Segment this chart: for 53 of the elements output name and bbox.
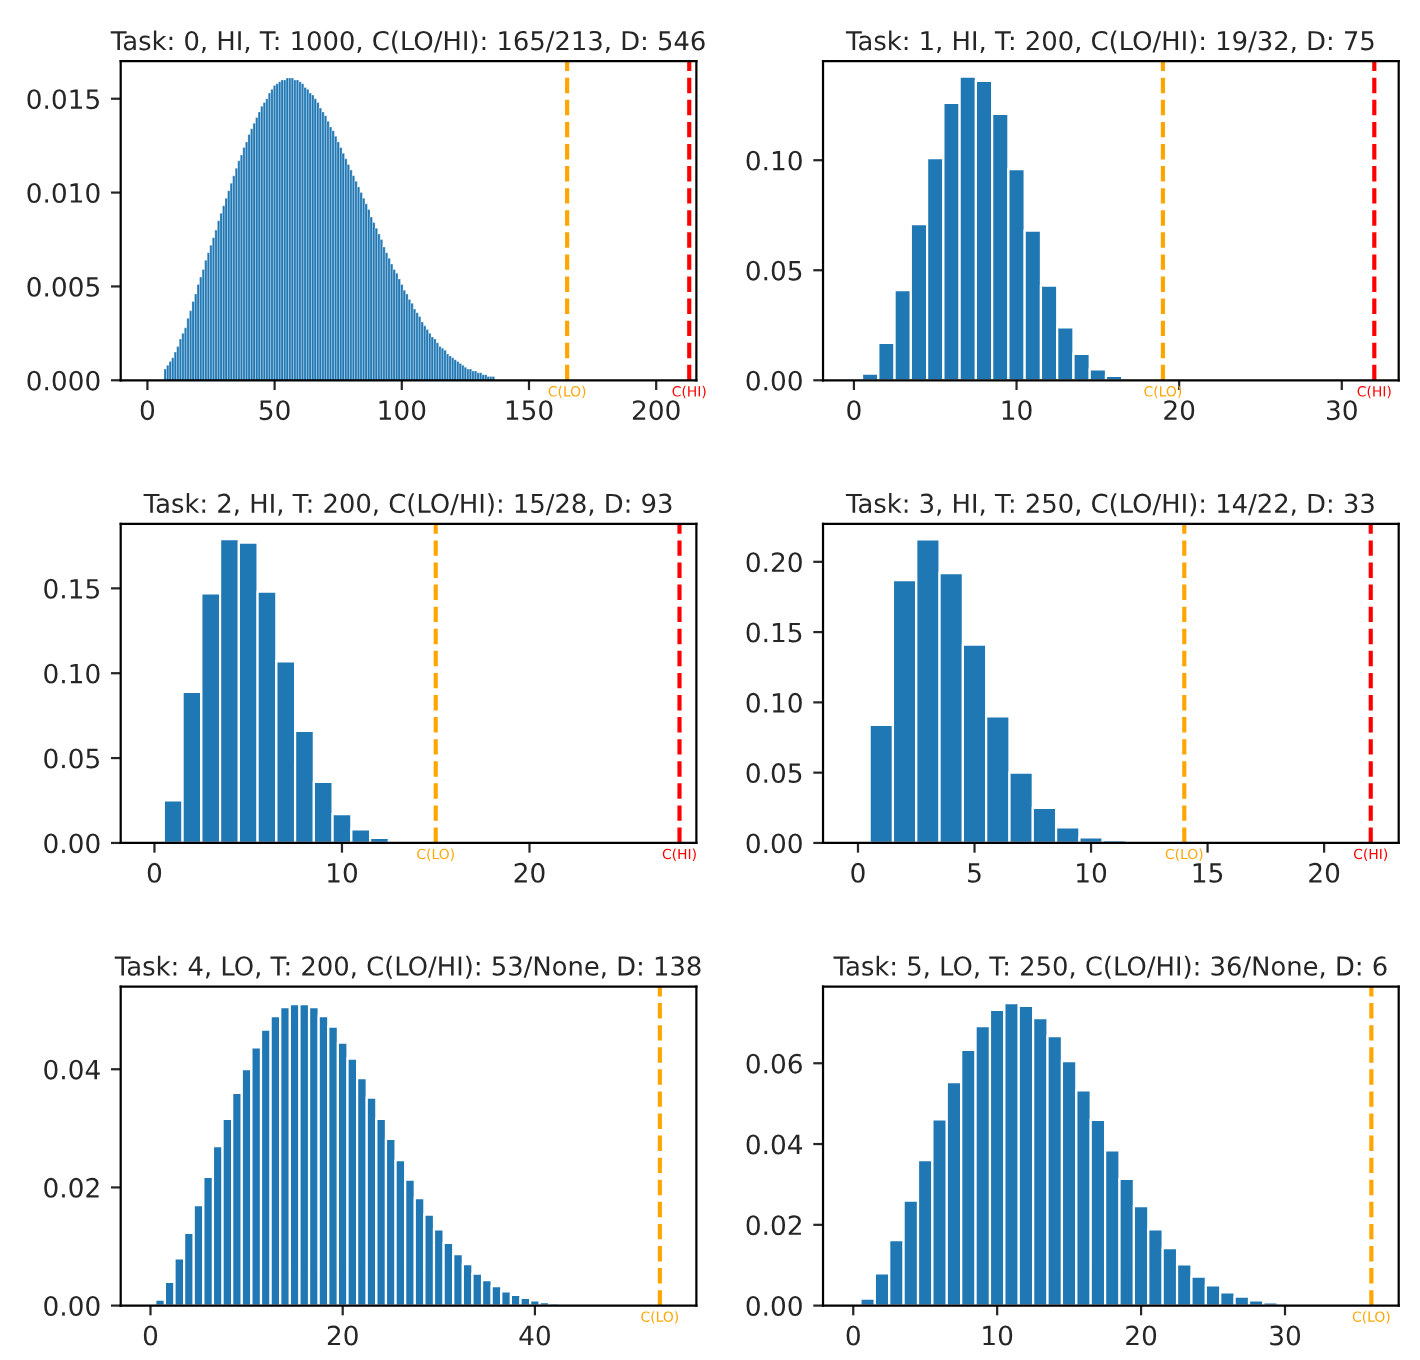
- x-tick-label: 0: [147, 862, 162, 883]
- chart-title: Task: 4, LO, T: 200, C(LO/HI): 53/None, D: 138: [114, 955, 701, 979]
- x-tick-label: 10: [983, 1325, 1013, 1346]
- x-tick-label: 50: [259, 400, 290, 421]
- y-tick-label: 0.10: [44, 663, 100, 684]
- y-tick-label: 0.015: [27, 89, 99, 110]
- x-tick-label: 0: [143, 1325, 158, 1346]
- x-tick-label: 15: [1193, 863, 1223, 883]
- x-tick-label: 200: [632, 400, 680, 421]
- y-tick-label: 0.00: [746, 370, 802, 391]
- y-tick-label: 0.000: [27, 370, 100, 391]
- y-tick-label: 0.00: [746, 1296, 802, 1316]
- y-tick-label: 0.10: [746, 150, 802, 171]
- x-tick-label: 20: [327, 1325, 358, 1346]
- x-tick-label: 20: [514, 862, 545, 883]
- x-tick-label: 10: [1002, 400, 1032, 421]
- y-tick-label: 0.02: [44, 1177, 99, 1198]
- x-tick-label: 20: [1126, 1325, 1157, 1346]
- chart-title: Task: 2, HI, T: 200, C(LO/HI): 15/28, D: 93: [143, 493, 672, 517]
- x-tick-label: 0: [140, 400, 155, 421]
- x-tick-label: 0: [846, 1325, 860, 1346]
- x-tick-label: 100: [379, 400, 426, 421]
- y-tick-label: 0.00: [44, 1296, 100, 1316]
- x-tick-label: 20: [1309, 862, 1340, 883]
- x-tick-label: 20: [1164, 400, 1195, 421]
- y-tick-label: 0.15: [44, 578, 99, 599]
- x-tick-label: 0: [847, 400, 861, 421]
- chart-title: Task: 3, HI, T: 250, C(LO/HI): 14/22, D: 33: [845, 493, 1374, 517]
- x-tick-label: 10: [328, 862, 358, 883]
- y-tick-label: 0.20: [746, 552, 802, 573]
- y-tick-label: 0.005: [27, 276, 99, 297]
- y-tick-label: 0.00: [746, 833, 802, 854]
- chart-title: Task: 5, LO, T: 250, C(LO/HI): 36/None, D: 6: [833, 955, 1387, 979]
- y-tick-label: 0.05: [44, 748, 99, 769]
- x-tick-label: 40: [519, 1325, 550, 1346]
- x-tick-label: 5: [968, 863, 981, 883]
- y-tick-label: 0.15: [746, 622, 802, 643]
- y-tick-label: 0.10: [746, 692, 802, 713]
- x-tick-label: 150: [506, 400, 553, 421]
- chart-title: Task: 1, HI, T: 200, C(LO/HI): 19/32, D: 75: [845, 30, 1374, 54]
- x-tick-label: 30: [1270, 1325, 1301, 1346]
- y-tick-label: 0.05: [746, 763, 802, 784]
- y-tick-label: 0.05: [746, 260, 802, 281]
- y-tick-label: 0.04: [746, 1134, 803, 1155]
- x-tick-label: 0: [851, 862, 865, 883]
- y-tick-label: 0.04: [44, 1059, 100, 1080]
- chart-title: Task: 0, HI, T: 1000, C(LO/HI): 165/213, D: 546: [110, 30, 705, 54]
- y-tick-label: 0.02: [746, 1215, 801, 1236]
- x-tick-label: 30: [1327, 400, 1357, 421]
- y-tick-label: 0.00: [44, 833, 100, 854]
- x-tick-label: 10: [1077, 862, 1107, 883]
- y-tick-label: 0.010: [27, 183, 100, 203]
- y-tick-label: 0.06: [746, 1053, 802, 1074]
